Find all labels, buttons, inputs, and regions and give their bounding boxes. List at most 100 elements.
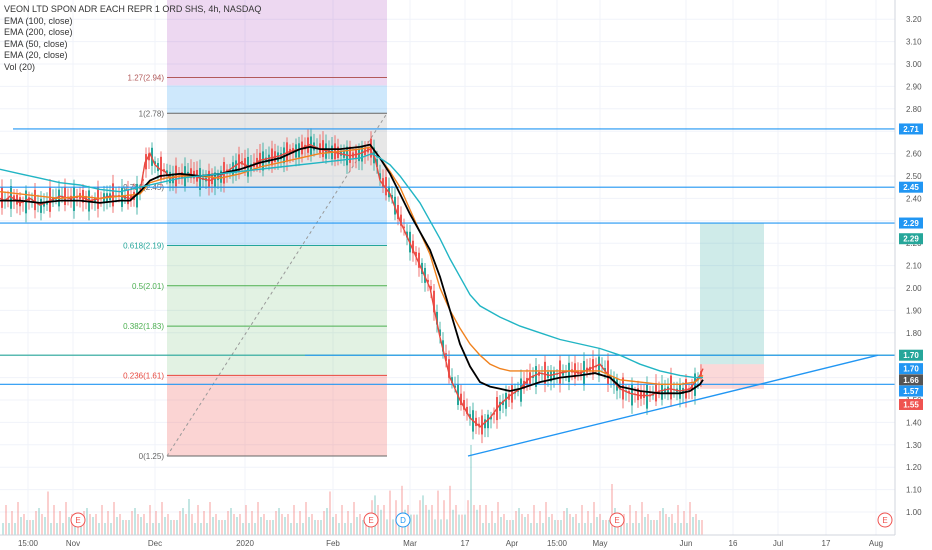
candle-body [415, 251, 417, 257]
time-axis-tick: 2020 [236, 539, 254, 548]
candle-body [502, 400, 504, 406]
volume-bar [644, 517, 646, 535]
volume-bar [221, 520, 223, 535]
candle-body [271, 148, 273, 166]
volume-bar [26, 520, 28, 535]
price-axis-tick: 1.20 [906, 463, 922, 472]
price-axis-tick: 2.40 [906, 194, 922, 203]
candle-body [442, 340, 444, 352]
volume-bar [278, 508, 280, 535]
time-axis-tick: Nov [66, 539, 80, 548]
price-badge-label: 1.70 [903, 365, 919, 374]
candle-body [475, 417, 477, 427]
legend-indicator-ema20[interactable]: EMA (20, close) [4, 50, 68, 60]
volume-bar [611, 484, 613, 535]
fib-level-label: 0.618(2.19) [123, 241, 164, 250]
price-badge-label: 2.45 [903, 183, 919, 192]
candle-body [1, 187, 3, 208]
candle-body [112, 183, 114, 207]
price-axis-tick: 1.10 [906, 486, 922, 495]
price-badge [899, 233, 923, 245]
candle-body [232, 162, 234, 176]
volume-bar [329, 491, 331, 535]
candle-body [208, 170, 210, 188]
volume-bar [632, 523, 634, 535]
candle-body [214, 172, 216, 187]
volume-bar [95, 514, 97, 535]
volume-bar [365, 520, 367, 535]
volume-bar [227, 511, 229, 535]
volume-bar [155, 511, 157, 535]
volume-bar [641, 502, 643, 535]
time-axis-tick: Dec [148, 539, 162, 548]
volume-bar [422, 495, 424, 535]
volume-bar [524, 517, 526, 535]
candle-body [595, 366, 597, 368]
candle-body [448, 359, 450, 378]
price-badge-label: 2.29 [903, 235, 919, 244]
volume-bar [212, 517, 214, 535]
volume-bar [668, 517, 670, 535]
price-badge-label: 1.57 [903, 387, 919, 396]
volume-bar [131, 511, 133, 535]
volume-bar [512, 520, 514, 535]
candle-body [250, 163, 252, 172]
volume-bar [440, 519, 442, 535]
volume-bar [107, 511, 109, 535]
volume-bar [662, 508, 664, 535]
event-marker [363, 512, 379, 528]
volume-bar [674, 523, 676, 535]
fib-level-label: 1.27(2.94) [128, 73, 165, 82]
volume-bar [590, 523, 592, 535]
candle-body [49, 187, 51, 212]
volume-bar [671, 514, 673, 535]
volume-bar [191, 514, 193, 535]
volume-bar [362, 520, 364, 535]
legend-indicator-ema100[interactable]: EMA (100, close) [4, 15, 73, 26]
candle-body [622, 377, 624, 400]
legend-indicator-ema200[interactable]: EMA (200, close) [4, 27, 73, 37]
candle-body [400, 214, 402, 226]
volume-bar [416, 514, 418, 535]
candle-body [385, 177, 387, 196]
volume-bar [503, 514, 505, 535]
legend-indicator-volume[interactable]: Vol (20) [4, 61, 36, 72]
volume-bar [578, 523, 580, 535]
volume-bar [605, 520, 607, 535]
volume-bar [494, 523, 496, 535]
volume-bar [293, 505, 295, 535]
candle-body [454, 385, 456, 388]
candle-body [436, 311, 438, 325]
volume-bar [59, 511, 61, 535]
candle-body [544, 361, 546, 384]
volume-bar [518, 508, 520, 535]
volume-bar [41, 514, 43, 535]
fib-zone [167, 187, 387, 246]
volume-bar [101, 505, 103, 535]
volume-bar [311, 514, 313, 535]
volume-bar [323, 511, 325, 535]
legend-indicator-ema50[interactable]: EMA (50, close) [4, 38, 68, 49]
volume-bar [536, 523, 538, 535]
candle-body [127, 189, 129, 205]
volume-bar [284, 517, 286, 535]
volume-bar [161, 502, 163, 535]
candle-body [469, 414, 471, 419]
volume-bar [434, 519, 436, 535]
volume-bar [296, 523, 298, 535]
volume-bar [197, 505, 199, 535]
time-axis-tick: Jun [680, 539, 693, 548]
volume-bar [128, 520, 130, 535]
price-badge [899, 363, 923, 375]
volume-bar [269, 520, 271, 535]
volume-bar [176, 520, 178, 535]
volume-bar [659, 511, 661, 535]
volume-bar [563, 511, 565, 535]
event-marker [609, 512, 625, 528]
price-badge [899, 398, 923, 410]
volume-bar [260, 517, 262, 535]
price-badge-label: 2.29 [903, 219, 919, 228]
candle-body [478, 423, 480, 427]
